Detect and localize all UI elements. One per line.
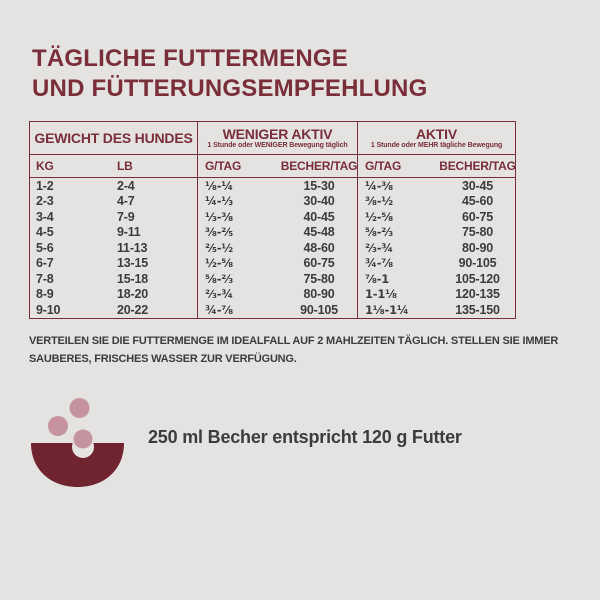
cell-cups-less-active: 75-80 <box>303 271 335 286</box>
page-title-line1: TÄGLICHE FUTTERMENGE <box>32 45 348 72</box>
column-header-cups-less-active: BECHER/TAG <box>269 155 357 178</box>
cell-gtag-active: ⅜-½ <box>357 193 428 209</box>
cell-lb: 13-15 <box>117 256 148 271</box>
cell-kg: 4-5 <box>36 225 54 240</box>
cell-kg: 8-9 <box>36 287 54 302</box>
active-label: AKTIV <box>415 125 457 142</box>
column-group-active: AKTIV 1 Stunde oder MEHR tägliche Bewegu… <box>357 122 515 155</box>
food-bowl-icon <box>31 398 124 487</box>
cell-gtag-less-active: ⅓-⅜ <box>197 209 269 225</box>
cell-cups-active: 120-135 <box>455 287 500 302</box>
cell-lb: 11-13 <box>117 240 148 255</box>
cell-gtag-active: ¼-⅜ <box>357 178 428 194</box>
less-active-label: WENIGER AKTIV <box>222 125 333 142</box>
cell-lb: 20-22 <box>117 302 148 317</box>
cell-cups-less-active: 30-40 <box>303 194 335 209</box>
cell-gtag-less-active: ¼-⅓ <box>197 193 269 209</box>
cell-gtag-active: 1-1⅛ <box>357 286 428 302</box>
column-group-weight: GEWICHT DES HUNDES <box>30 122 197 155</box>
column-header-cups-active: BECHER/TAG <box>428 155 516 178</box>
weight-group-label: GEWICHT DES HUNDES <box>34 130 193 146</box>
cell-cups-active: 80-90 <box>462 240 493 255</box>
kibble-dot-bottom <box>73 429 93 449</box>
cell-lb: 9-11 <box>117 225 141 240</box>
page-title-line2: UND FÜTTERUNGSEMPFEHLUNG <box>32 75 428 102</box>
cell-gtag-active: ⅝-⅔ <box>357 224 428 240</box>
cell-cups-less-active: 45-48 <box>303 225 335 240</box>
column-header-gtag-less-active: G/TAG <box>197 155 269 178</box>
cell-cups-active: 135-150 <box>455 302 500 317</box>
cell-lb: 2-4 <box>117 178 135 193</box>
cup-equivalence-text: 250 ml Becher entspricht 120 g Futter <box>148 427 462 447</box>
feeding-note-line2: SAUBERES, FRISCHES WASSER ZUR VERFÜGUNG. <box>29 353 297 365</box>
kibble-dot-left <box>48 416 68 436</box>
page-title: TÄGLICHE FUTTERMENGE UND FÜTTERUNGSEMPFE… <box>32 44 427 104</box>
cell-gtag-less-active: ⅔-¾ <box>197 286 269 302</box>
cell-gtag-less-active: ⅖-½ <box>197 240 269 256</box>
cell-cups-active: 105-120 <box>455 271 500 286</box>
kibble-dot-top <box>69 398 90 418</box>
cell-lb: 15-18 <box>117 271 148 286</box>
cell-cups-active: 30-45 <box>462 178 493 193</box>
cell-kg: 1-2 <box>36 178 54 193</box>
cell-kg: 2-3 <box>36 194 54 209</box>
cell-cups-less-active: 90-105 <box>300 302 338 317</box>
cell-kg: 5-6 <box>36 240 54 255</box>
cell-cups-active: 60-75 <box>462 209 493 224</box>
cell-kg: 6-7 <box>36 256 54 271</box>
column-header-gtag-active: G/TAG <box>357 155 428 178</box>
cell-lb: 18-20 <box>117 287 148 302</box>
cell-lb: 4-7 <box>117 194 135 209</box>
cell-kg: 9-10 <box>36 302 61 317</box>
cell-gtag-less-active: ¾-⅞ <box>197 302 269 318</box>
cell-gtag-active: ¾-⅞ <box>357 255 428 271</box>
cell-gtag-active: ⅞-1 <box>357 271 428 287</box>
cell-kg: 3-4 <box>36 209 54 224</box>
cell-gtag-less-active: ½-⅝ <box>197 255 269 271</box>
cell-cups-active: 90-105 <box>458 256 497 271</box>
cell-gtag-less-active: ⅝-⅔ <box>197 271 269 287</box>
cell-lb: 7-9 <box>117 209 135 224</box>
cell-cups-less-active: 48-60 <box>303 240 335 255</box>
column-header-lb: LB <box>114 155 197 178</box>
cell-cups-less-active: 80-90 <box>303 287 335 302</box>
cell-gtag-active: ⅔-¾ <box>357 240 428 256</box>
cell-kg: 7-8 <box>36 271 54 286</box>
cell-cups-active: 75-80 <box>462 225 493 240</box>
cell-gtag-active: 1⅛-1¼ <box>357 302 428 318</box>
cell-cups-active: 45-60 <box>462 194 493 209</box>
cell-cups-less-active: 15-30 <box>303 178 335 193</box>
cell-gtag-active: ½-⅝ <box>357 209 428 225</box>
less-active-caption: 1 Stunde oder WENIGER Bewegung täglich <box>207 141 348 149</box>
bowl-shape <box>31 443 124 487</box>
active-caption: 1 Stunde oder MEHR tägliche Bewegung <box>370 141 503 149</box>
feeding-note: VERTEILEN SIE DIE FUTTERMENGE IM IDEALFA… <box>29 332 569 368</box>
column-header-kg: KG <box>30 155 114 178</box>
feeding-note-line1: VERTEILEN SIE DIE FUTTERMENGE IM IDEALFA… <box>29 335 559 347</box>
cell-cups-less-active: 40-45 <box>303 209 335 224</box>
cell-gtag-less-active: ⅜-⅖ <box>197 224 269 240</box>
cell-cups-less-active: 60-75 <box>303 256 335 271</box>
column-group-less-active: WENIGER AKTIV 1 Stunde oder WENIGER Bewe… <box>197 122 357 155</box>
feeding-table: GEWICHT DES HUNDES WENIGER AKTIV 1 Stund… <box>29 121 516 319</box>
cell-gtag-less-active: ⅛-¼ <box>197 178 269 194</box>
